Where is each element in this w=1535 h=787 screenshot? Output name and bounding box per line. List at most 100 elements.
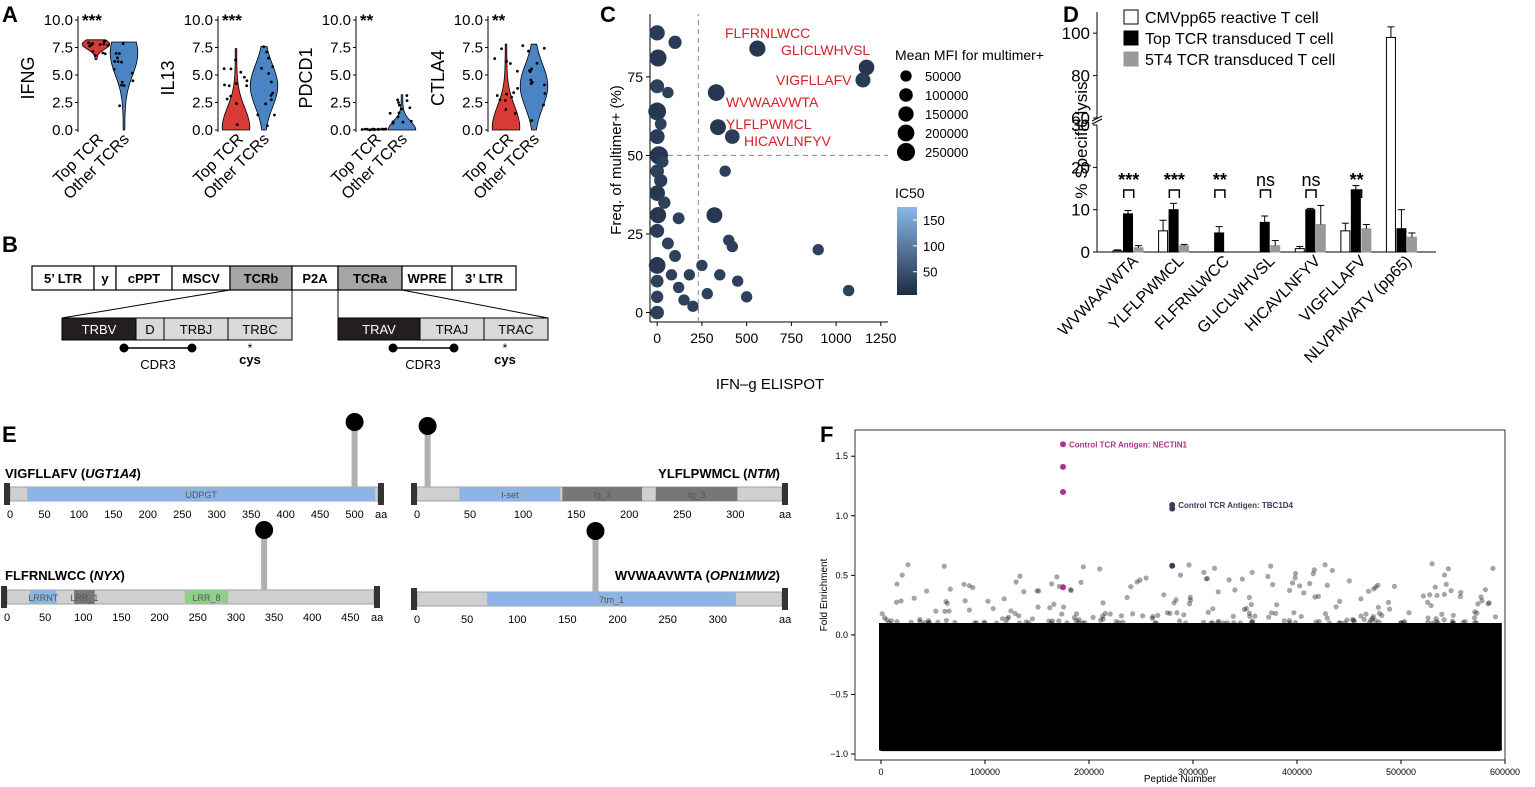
position-tick-label: 100 bbox=[508, 614, 526, 626]
panel-letter-e: E bbox=[2, 422, 17, 447]
bar bbox=[1361, 228, 1372, 253]
background-point bbox=[1248, 601, 1254, 608]
cdr3-endpoint bbox=[119, 343, 129, 353]
panel-f-fold-enrichment: Control TCR Antigen: NECTIN1 Control TCR … bbox=[819, 429, 1520, 785]
background-point bbox=[1363, 611, 1369, 617]
background-point bbox=[1239, 576, 1245, 582]
background-point bbox=[1036, 588, 1042, 594]
peptide-stem bbox=[261, 532, 268, 590]
data-point bbox=[648, 257, 666, 274]
jitter-point bbox=[234, 82, 238, 85]
background-point bbox=[952, 619, 958, 626]
jitter-point bbox=[256, 113, 260, 117]
bar bbox=[1294, 248, 1305, 253]
background-point bbox=[1049, 618, 1056, 624]
background-point bbox=[1375, 582, 1381, 588]
significance-label: ** bbox=[492, 11, 506, 30]
jitter-point bbox=[368, 128, 372, 132]
jitter-point bbox=[529, 78, 533, 82]
baseline-point-band bbox=[879, 745, 1502, 752]
background-point bbox=[1391, 583, 1398, 589]
position-tick-label: 0 bbox=[4, 612, 10, 624]
control-label: Control TCR Antigen: NECTIN1 bbox=[1069, 440, 1187, 449]
background-point bbox=[1120, 619, 1126, 625]
protein-domain bbox=[459, 487, 561, 501]
background-point bbox=[1434, 619, 1440, 625]
bar bbox=[1340, 230, 1351, 253]
peptide-stem bbox=[424, 428, 431, 487]
jitter-point bbox=[273, 113, 276, 117]
tcra-segment-label: TRAC bbox=[498, 322, 533, 337]
background-point bbox=[917, 616, 923, 622]
background-point bbox=[1078, 579, 1084, 585]
background-point bbox=[1341, 620, 1348, 626]
background-point bbox=[1203, 576, 1209, 582]
data-point bbox=[812, 244, 824, 256]
legend-label: Top TCR transduced T cell bbox=[1145, 31, 1334, 48]
data-point bbox=[672, 212, 685, 225]
data-point bbox=[649, 49, 667, 67]
violin-top-tcr bbox=[491, 43, 521, 131]
background-point bbox=[1200, 619, 1207, 625]
size-legend-title: Mean MFI for multimer+ bbox=[895, 47, 1044, 63]
size-legend-marker bbox=[900, 70, 912, 82]
data-point bbox=[842, 284, 855, 297]
domain-label: Ig_3 bbox=[688, 490, 706, 500]
labeled-point bbox=[707, 84, 725, 101]
bar bbox=[1179, 245, 1190, 253]
jitter-point bbox=[245, 84, 249, 88]
size-legend-label: 150000 bbox=[925, 107, 968, 122]
control-point bbox=[1060, 488, 1066, 495]
title-close-paren: ) bbox=[776, 568, 780, 583]
background-point bbox=[1376, 610, 1383, 616]
significance-label: ns bbox=[1302, 170, 1321, 190]
vector-box bbox=[401, 265, 453, 291]
background-point bbox=[886, 619, 892, 626]
background-point bbox=[1097, 566, 1103, 572]
data-point bbox=[683, 269, 696, 281]
color-legend-label: 150 bbox=[923, 213, 945, 228]
bar bbox=[1123, 213, 1133, 253]
bar bbox=[1214, 232, 1225, 253]
background-point bbox=[1273, 610, 1279, 617]
x-tick-label: 750 bbox=[780, 330, 804, 346]
title-close-paren: ) bbox=[121, 568, 125, 583]
background-point bbox=[1001, 596, 1007, 602]
background-point bbox=[999, 616, 1006, 622]
tcrb-segment-label: TRBC bbox=[242, 322, 277, 337]
peptide-stem bbox=[592, 533, 599, 592]
background-point bbox=[1406, 610, 1412, 616]
background-point bbox=[1333, 604, 1339, 610]
background-point bbox=[1173, 597, 1179, 603]
background-point bbox=[917, 618, 923, 625]
background-point bbox=[1210, 606, 1216, 612]
background-point bbox=[1211, 565, 1218, 571]
jitter-point bbox=[377, 128, 380, 131]
background-point bbox=[1432, 584, 1438, 590]
background-point bbox=[1252, 613, 1258, 619]
significance-bracket bbox=[1123, 189, 1135, 198]
background-point bbox=[1482, 587, 1489, 593]
background-point bbox=[1249, 618, 1255, 624]
peptide-label: GLICLWHVSL bbox=[781, 42, 870, 58]
jitter-point bbox=[262, 45, 266, 49]
y-tick-label: 5.0 bbox=[330, 67, 351, 84]
background-point bbox=[993, 620, 1000, 626]
protein-domain bbox=[487, 592, 736, 606]
background-point bbox=[911, 595, 917, 601]
data-point bbox=[687, 300, 699, 312]
jitter-point bbox=[529, 82, 533, 85]
cdr3-endpoint bbox=[388, 343, 398, 353]
domain-label: UDPGT bbox=[185, 490, 217, 500]
background-point bbox=[1274, 602, 1280, 608]
jitter-point bbox=[267, 56, 270, 60]
background-point bbox=[1427, 592, 1433, 598]
jitter-point bbox=[130, 71, 134, 75]
data-point bbox=[714, 269, 726, 281]
significance-bracket bbox=[1350, 189, 1363, 198]
position-tick-label: 100 bbox=[70, 509, 88, 521]
y-tick-label: 25 bbox=[627, 226, 643, 242]
jitter-point bbox=[543, 83, 546, 87]
